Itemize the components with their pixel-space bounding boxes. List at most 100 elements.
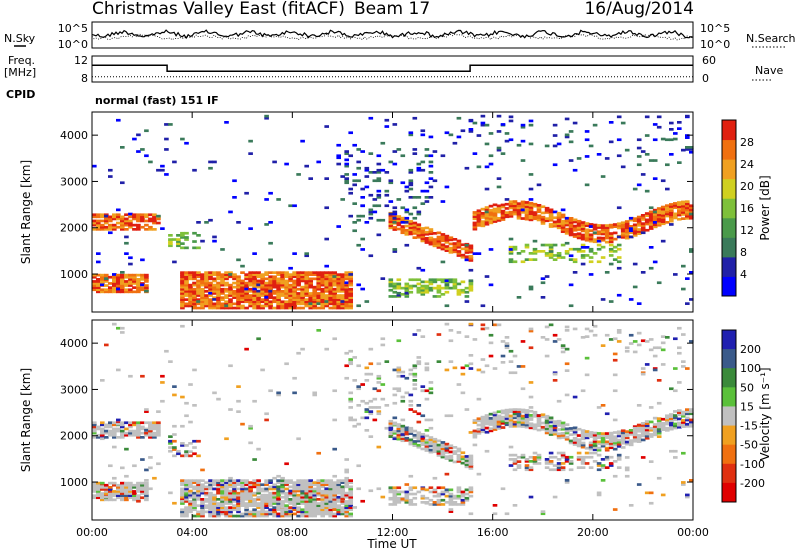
velocity-cell-2035: [669, 449, 674, 453]
power-cell-978: [344, 306, 350, 310]
power-cell-71: [108, 282, 113, 285]
velocity-cell-1759: [576, 427, 582, 431]
velocity-cell-601: [256, 514, 261, 518]
power-cell-184: [136, 284, 141, 287]
velocity-cell-2056: [677, 346, 682, 350]
power-cell-325: [192, 298, 197, 301]
power-cell-1826: [600, 298, 606, 301]
velocity-cell-329: [188, 506, 193, 509]
velocity-cell-99: [116, 488, 121, 491]
power-cell-1913: [632, 262, 638, 266]
power-cell-67: [108, 215, 113, 219]
power-cell-471: [224, 273, 229, 276]
power-cell-2044: [677, 201, 682, 204]
power-cell-775: [296, 277, 301, 281]
power-cell-565: [248, 273, 253, 276]
power-cell-869: [320, 296, 326, 299]
power-cell-129: [124, 223, 129, 227]
velocity-cell-1426: [472, 431, 478, 435]
velocity-cell-1591: [524, 458, 530, 461]
power-cell-647: [268, 294, 273, 297]
velocity-cell-2049: [677, 425, 682, 429]
velocity-cell-443: [216, 479, 221, 482]
power-cell-1410: [468, 257, 474, 260]
velocity-cell-1621: [536, 428, 542, 432]
power-cell-413: [212, 296, 217, 299]
power-cell-1054: [364, 185, 370, 189]
power-cell-1939: [640, 173, 646, 176]
power-cell-915: [328, 279, 334, 283]
power-cell-648: [268, 292, 273, 295]
velocity-cell-1031: [352, 506, 358, 509]
power-cell-260: [180, 242, 185, 245]
velocity-cell-479: [224, 437, 229, 441]
velocity-cell-1067: [376, 381, 382, 384]
power-cell-632: [264, 283, 269, 287]
velocity-cell-1351: [448, 510, 454, 513]
velocity-cell-1856: [608, 444, 614, 447]
velocity-cell-209: [144, 486, 149, 489]
power-cell-143: [124, 235, 129, 239]
power-cell-1370: [452, 282, 458, 286]
velocity-cell-67: [108, 494, 113, 497]
velocity-cell-52: [104, 492, 109, 495]
velocity-cell-1774: [580, 458, 586, 461]
velocity-cell-1173: [404, 376, 410, 380]
power-cell-122: [120, 278, 125, 281]
velocity-cell-1705: [560, 427, 566, 431]
power-cell-1256: [420, 268, 426, 272]
power-cell-1376: [456, 250, 462, 253]
power-cell-304: [188, 302, 193, 306]
power-cell-1980: [656, 223, 662, 227]
velocity-cell-2074: [685, 422, 690, 426]
power-cell-1010: [348, 296, 354, 299]
power-cell-1838: [608, 240, 614, 244]
velocity-cell-1422: [468, 354, 474, 357]
power-cell-185: [136, 282, 141, 285]
power-cell-1505: [496, 185, 502, 189]
power-cell-792: [300, 275, 305, 279]
velocity-cell-1155: [400, 374, 406, 378]
power-cell-1164: [404, 231, 410, 234]
power-cell-1685: [556, 211, 562, 215]
power-cell-1755: [580, 237, 586, 241]
velocity-cell-1542: [512, 408, 518, 411]
velocity-cell-766: [292, 376, 297, 380]
velocity-cell-916: [328, 498, 334, 501]
power-cell-1200: [408, 168, 414, 172]
velocity-cell-907: [324, 347, 330, 351]
power-cell-456: [220, 275, 225, 279]
velocity-cell-995: [344, 364, 350, 368]
power-cell-1393: [460, 280, 466, 284]
velocity-cell-1472: [488, 341, 494, 345]
power-cell-1667: [552, 222, 558, 226]
power-cell-1088: [380, 141, 386, 145]
power-cell-981: [344, 300, 350, 304]
velocity-cell-910: [328, 510, 334, 514]
power-colorbar-swatch-5: [722, 178, 736, 199]
velocity-cell-288: [180, 395, 185, 399]
velocity-cell-1165: [404, 426, 410, 430]
power-cell-1033: [352, 229, 358, 233]
power-cell-704: [280, 281, 285, 285]
power-cell-794: [300, 271, 305, 274]
velocity-cell-201: [144, 427, 149, 431]
velocity-cell-1424: [472, 435, 478, 439]
x-axis-label: Time UT: [366, 537, 417, 551]
power-cell-1472: [484, 275, 490, 278]
velocity-cell-1829: [600, 444, 606, 448]
power-cell-1636: [540, 243, 546, 247]
velocity-cell-1297: [436, 449, 442, 453]
power-cell-922: [332, 302, 338, 306]
velocity-cell-812: [304, 493, 310, 497]
power-cell-1698: [560, 256, 566, 259]
velocity-cell-168: [136, 436, 141, 439]
power-cell-1321: [440, 245, 446, 249]
velocity-cell-517: [236, 506, 241, 509]
velocity-cell-278: [180, 495, 185, 499]
velocity-cell-427: [212, 508, 217, 511]
velocity-cell-389: [204, 491, 209, 495]
power-cell-1294: [428, 154, 434, 158]
velocity-cell-1495: [496, 420, 502, 424]
power-cell-637: [264, 296, 269, 299]
